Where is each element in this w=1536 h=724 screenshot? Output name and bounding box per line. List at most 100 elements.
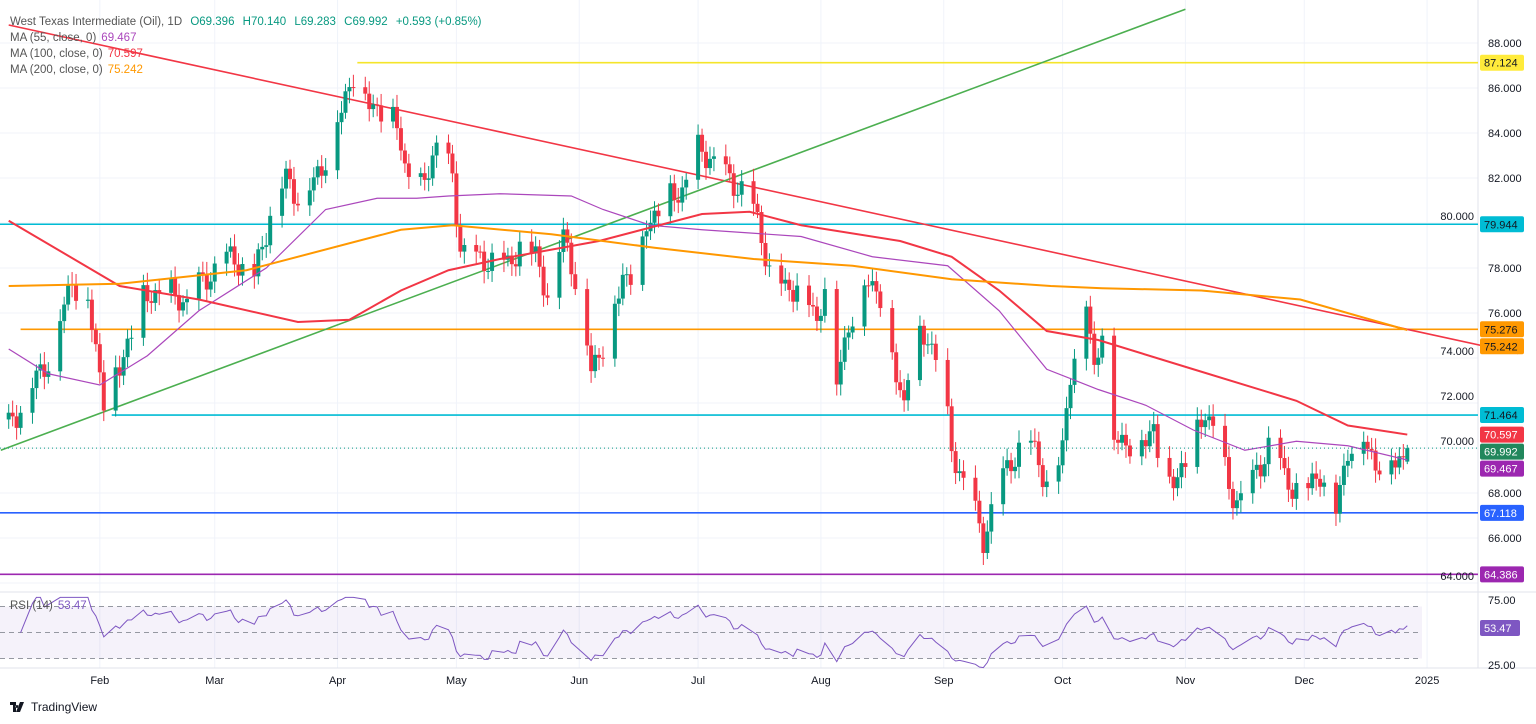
- candle: [375, 97, 380, 117]
- candle-body: [117, 367, 122, 376]
- candle-body: [874, 281, 879, 292]
- candle-body: [541, 266, 546, 296]
- candle: [450, 144, 455, 183]
- ma200-value: 75.242: [107, 64, 143, 76]
- candle-body: [121, 357, 126, 376]
- candle-body: [640, 236, 645, 285]
- candle: [612, 295, 617, 367]
- candle: [260, 235, 265, 261]
- candle: [680, 176, 685, 212]
- ma200-legend[interactable]: MA (200, close, 0) 75.242: [10, 62, 487, 78]
- candle: [822, 277, 827, 323]
- candle: [791, 280, 796, 313]
- ma100-legend[interactable]: MA (100, close, 0) 70.597: [10, 46, 487, 62]
- price-tag-text: 87.124: [1484, 58, 1518, 70]
- candle-body: [323, 170, 328, 176]
- candle-body: [537, 246, 542, 267]
- candle: [545, 283, 550, 306]
- candle-body: [307, 190, 312, 206]
- candle-body: [949, 406, 954, 452]
- candle-body: [474, 245, 479, 252]
- candle-body: [367, 93, 372, 110]
- candle-body: [462, 245, 467, 252]
- candle: [1139, 429, 1144, 466]
- candle: [684, 173, 689, 200]
- candle-body: [1318, 478, 1323, 487]
- candle-body: [1032, 440, 1037, 442]
- candle-body: [957, 471, 962, 474]
- candle: [949, 398, 954, 463]
- candle-body: [612, 303, 617, 359]
- candle-body: [862, 285, 867, 327]
- candle-body: [593, 354, 598, 372]
- candle-body: [1167, 457, 1172, 477]
- candle: [371, 94, 376, 118]
- candle: [1377, 461, 1382, 481]
- candle-body: [1258, 464, 1263, 477]
- tradingview-logo[interactable]: TradingView: [10, 700, 97, 714]
- candle: [200, 261, 205, 282]
- candle: [74, 273, 79, 310]
- candle-body: [450, 153, 455, 174]
- candle-body: [1183, 463, 1188, 467]
- candle-body: [311, 177, 316, 191]
- candle: [1088, 295, 1093, 344]
- candle: [14, 405, 19, 440]
- candle-body: [600, 357, 605, 359]
- candle-body: [589, 345, 594, 372]
- candle-body: [426, 178, 431, 180]
- candle-body: [1092, 333, 1097, 365]
- candle: [846, 325, 851, 350]
- candle: [434, 135, 439, 168]
- candle-body: [149, 301, 154, 303]
- candle-body: [1361, 441, 1366, 454]
- price-tag-69.992: 69.992: [1480, 443, 1524, 460]
- rsi-legend[interactable]: RSI (14) 53.47: [10, 598, 92, 614]
- candle-body: [787, 279, 792, 290]
- candle: [700, 128, 705, 162]
- candle: [1032, 428, 1037, 448]
- candle: [929, 331, 934, 355]
- candle: [394, 94, 399, 140]
- candle: [418, 167, 423, 186]
- candle-body: [486, 270, 491, 272]
- candle: [834, 280, 839, 396]
- candle-body: [1207, 416, 1212, 421]
- candle: [379, 93, 384, 133]
- symbol-title[interactable]: West Texas Intermediate (Oil), 1D: [10, 16, 183, 28]
- candle-body: [810, 305, 815, 307]
- candle-body: [85, 299, 90, 301]
- candle: [1223, 413, 1228, 466]
- candle: [224, 243, 229, 276]
- candle: [145, 272, 150, 313]
- candle: [628, 264, 633, 295]
- time-tick: Sep: [934, 675, 954, 687]
- candle-body: [870, 281, 875, 286]
- candle: [1345, 449, 1350, 478]
- candle: [1013, 457, 1018, 479]
- high-value: H70.140: [242, 16, 287, 28]
- candle: [307, 178, 312, 216]
- candle-body: [1369, 448, 1374, 451]
- candle-body: [989, 504, 994, 532]
- time-tick: Nov: [1176, 675, 1196, 687]
- candle: [153, 283, 158, 312]
- candle-body: [739, 181, 744, 195]
- candle: [751, 168, 756, 216]
- candle-body: [961, 471, 966, 478]
- price-tag-text: 64.386: [1484, 569, 1518, 581]
- ma55-legend[interactable]: MA (55, close, 0) 69.467: [10, 30, 487, 46]
- candle-body: [89, 299, 94, 330]
- price-tick: 64.000: [1440, 571, 1474, 583]
- price-tag-bg: [1480, 407, 1524, 424]
- candle: [902, 378, 907, 412]
- price-tag-text: 67.118: [1484, 508, 1517, 520]
- candle-body: [10, 412, 15, 417]
- price-tick: 76.000: [1488, 308, 1522, 320]
- candle-body: [1199, 419, 1204, 428]
- change-value: +0.593 (+0.85%): [395, 16, 482, 28]
- price-tag-text: 75.276: [1484, 324, 1518, 336]
- candle: [957, 459, 962, 482]
- time-tick: Apr: [329, 675, 346, 687]
